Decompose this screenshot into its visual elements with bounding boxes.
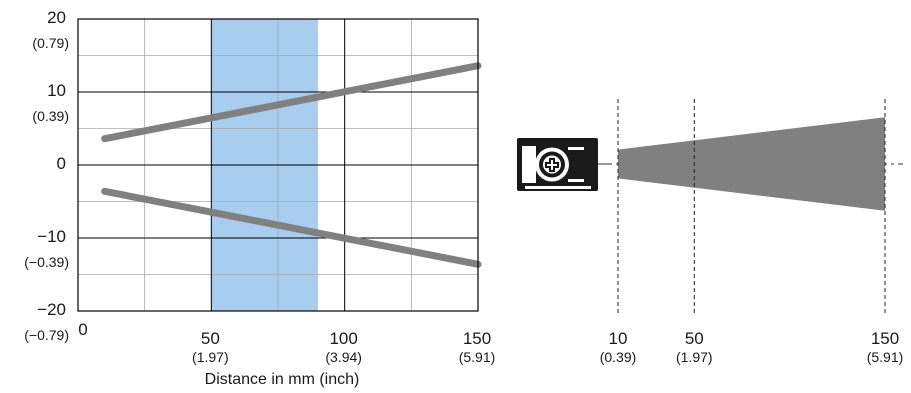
x-tick-label: 50 — [201, 329, 220, 348]
x-tick-sublabel: (3.94) — [325, 349, 362, 365]
y-tick-label: −20 — [37, 300, 66, 319]
light-beam-area — [618, 117, 885, 211]
y-tick-label: 20 — [47, 8, 66, 27]
beam-distance-label: 50 — [685, 329, 704, 348]
x-tick-label: 100 — [329, 329, 357, 348]
upper-beam-edge-line — [101, 62, 482, 143]
beam-distance-sublabel: (5.91) — [867, 349, 904, 365]
x-tick-sublabel: (1.97) — [192, 349, 229, 365]
beam-size-plot: 20 (0.79) 10 (0.39) 0 −10 (−0.39) −20 (−0.79) 0 5… — [24, 8, 495, 388]
beam-distance-sublabel: (0.39) — [600, 349, 637, 365]
beam-distance-label: 10 — [609, 329, 628, 348]
x-axis-title: Distance in mm (inch) — [205, 371, 360, 388]
beam-distance-sublabel: (1.97) — [676, 349, 713, 365]
series-layer — [101, 62, 482, 268]
x-tick-sublabel: (5.91) — [459, 349, 496, 365]
plot-frame — [77, 18, 479, 312]
beam-distance-labels: 10(0.39) 50(1.97) 150(5.91) — [600, 329, 904, 365]
x-tick-labels: 0 50(1.97) 100(3.94) 150(5.91) — [78, 320, 495, 365]
beam-distance-label: 150 — [871, 329, 899, 348]
y-tick-sublabel: (−0.79) — [24, 327, 69, 343]
y-tick-label: 0 — [57, 154, 66, 173]
x-tick-label: 150 — [463, 329, 491, 348]
y-tick-label: −10 — [37, 227, 66, 246]
sensor-device-icon — [517, 138, 598, 191]
y-tick-label: 10 — [47, 81, 66, 100]
x-tick-label: 0 — [78, 320, 87, 339]
y-tick-sublabel: (−0.39) — [24, 254, 69, 270]
y-tick-labels: 20 (0.79) 10 (0.39) 0 −10 (−0.39) −20 (−0.79) — [24, 8, 69, 343]
beam-side-view: 10(0.39) 50(1.97) 150(5.91) — [517, 99, 903, 365]
y-tick-sublabel: (0.79) — [32, 35, 69, 51]
y-tick-sublabel: (0.39) — [32, 108, 69, 124]
distance-marker-lines — [617, 99, 886, 313]
lower-beam-edge-line — [101, 187, 482, 268]
